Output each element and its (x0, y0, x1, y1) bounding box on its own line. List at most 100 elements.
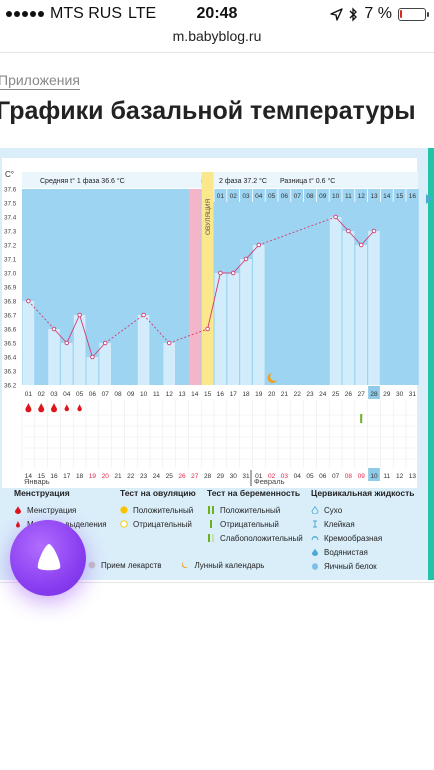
y-tick-label: 36.5 (4, 341, 17, 348)
double-bar-icon (208, 506, 214, 514)
menstruation-drop-icon (51, 403, 57, 413)
calendar-date-label: 24 (153, 473, 161, 480)
phase2-average: 2 фаза 37.2 °C (219, 177, 267, 185)
calendar-date-label: 07 (332, 473, 340, 480)
legend-item-label: Кремообразная (324, 533, 383, 543)
y-tick-label: 37.4 (4, 215, 17, 222)
temperature-bar (329, 217, 342, 385)
menstruation-drop-icon (64, 404, 70, 412)
temperature-bar (99, 343, 111, 385)
temperature-bar (22, 301, 35, 385)
cycle-day-label: 13 (178, 391, 186, 398)
y-tick-label: 36.4 (4, 355, 17, 362)
phase1-average: Средняя t° 1 фаза 36.6 °C (40, 177, 125, 185)
legend-item-label: Менструация (27, 505, 77, 515)
y-tick-label: 36.6 (4, 327, 17, 334)
calendar-date-label: 10 (370, 473, 378, 480)
legend-item: Положительный (120, 503, 196, 517)
legend-item-label: Водянистая (324, 547, 368, 557)
cycle-day-label: 11 (153, 391, 160, 398)
calendar-date-label: 04 (294, 473, 302, 480)
cycle-day-label: 02 (38, 391, 46, 398)
carrier: MTS RUS (50, 5, 122, 22)
cycle-day-label: 24 (319, 391, 327, 398)
single-bar-icon (210, 520, 212, 528)
ovulation-column (201, 172, 214, 385)
calendar-date-label: 06 (319, 473, 327, 480)
status-bar: MTS RUS LTE 20:48 7 % (0, 0, 434, 28)
calendar-date-label: 18 (76, 473, 84, 480)
temperature-point (26, 298, 31, 304)
address-bar[interactable]: m.babyblog.ru (172, 28, 262, 44)
temperature-point (333, 214, 338, 220)
cycle-day-label: 29 (383, 391, 391, 398)
clock: 20:48 (196, 5, 238, 22)
temperature-point (358, 242, 364, 248)
temperature-bar (253, 245, 265, 385)
today-date-cell (368, 468, 380, 481)
scroll-right-icon[interactable] (426, 194, 432, 204)
temperature-line-segment (232, 258, 247, 274)
phase2-day-number: 13 (370, 193, 378, 200)
legend-item-label: Клейкая (324, 519, 355, 529)
cycle-day-label: 27 (358, 391, 366, 398)
calendar-date-label: 28 (204, 473, 212, 480)
temperature-point (256, 242, 262, 248)
temperature-point (141, 312, 146, 318)
temperature-point (90, 354, 95, 360)
cycle-day-label: 23 (306, 391, 314, 398)
sticky-icon (313, 520, 317, 528)
calendar-date-label: 27 (191, 473, 199, 480)
calendar-date-label: 30 (230, 473, 238, 480)
legend-menstruation-title: Менструация (14, 488, 70, 498)
legend-item-label: Отрицательный (220, 519, 279, 529)
y-tick-label: 36.3 (4, 369, 17, 376)
temperature-point (64, 340, 70, 346)
phase2-day-number: 07 (294, 193, 302, 200)
legend-item: Водянистая (311, 545, 414, 559)
calendar-date-label: 03 (281, 473, 289, 480)
legend-item: Слабоположительный (207, 531, 303, 545)
calendar-date-label: 22 (127, 473, 135, 480)
cycle-day-label: 30 (396, 391, 404, 398)
legend-item-label: Лунный календарь (194, 560, 265, 570)
temperature-point (205, 326, 210, 332)
temperature-line-segment (207, 272, 221, 330)
cycle-day-label: 01 (25, 391, 33, 398)
calendar-date-label: 20 (102, 473, 110, 480)
moon-legend-icon (182, 561, 189, 569)
phase2-day-number: 12 (358, 193, 366, 200)
calendar-date-label: 26 (178, 473, 186, 480)
egg-white-icon (312, 563, 318, 570)
signal-icon (6, 11, 44, 17)
temperature-bar (163, 343, 175, 385)
temperature-point (102, 340, 108, 346)
phase2-day-number: 09 (319, 193, 327, 200)
page-title: Графики базальной температуры (0, 97, 416, 125)
calendar-date-label: 17 (63, 473, 71, 480)
calendar-date-label: 05 (306, 473, 314, 480)
temperature-line-segment (335, 216, 349, 232)
month-label-january: Январь (24, 477, 50, 486)
legend-item: Яичный белок (311, 559, 414, 573)
legend-pregnancy-title: Тест на беременность (207, 488, 301, 498)
cycle-day-label: 06 (89, 391, 97, 398)
cycle-day-label: 04 (63, 391, 71, 398)
menstruation-drop-icon (25, 403, 32, 413)
y-tick-label: 37.3 (4, 229, 17, 236)
calendar-date-label: 11 (383, 473, 390, 480)
content-divider (0, 582, 434, 583)
ovulation-label: ОВУЛЯЦИЯ (205, 198, 212, 235)
y-tick-label: 36.2 (4, 383, 17, 390)
calendar-date-label: 19 (89, 473, 97, 480)
positive-circle-icon (120, 506, 128, 514)
voice-assistant-button[interactable] (10, 520, 86, 596)
scroll-bar[interactable] (428, 148, 434, 580)
calendar-date-label: 31 (242, 473, 250, 480)
temperature-line-segment (66, 314, 81, 344)
legend-extra: Прием лекарств Лунный календарь (88, 558, 264, 572)
temperature-point (230, 270, 236, 276)
temperature-bar (137, 315, 150, 385)
breadcrumb[interactable]: Приложения (0, 72, 80, 90)
temperature-point (243, 256, 249, 262)
